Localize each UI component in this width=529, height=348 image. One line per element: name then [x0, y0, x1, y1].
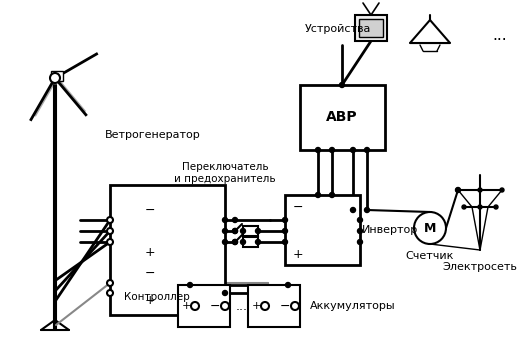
Text: +: + — [251, 301, 261, 311]
Circle shape — [261, 302, 269, 310]
Circle shape — [351, 207, 355, 213]
Circle shape — [107, 228, 113, 234]
Circle shape — [50, 73, 60, 83]
Circle shape — [107, 217, 113, 223]
Circle shape — [107, 239, 113, 245]
Text: −: − — [280, 300, 290, 313]
Text: +: + — [293, 248, 304, 261]
Circle shape — [233, 229, 238, 234]
Text: Контроллер: Контроллер — [124, 292, 190, 302]
Bar — [355, 15, 387, 41]
Text: +: + — [145, 293, 156, 307]
Circle shape — [233, 239, 238, 245]
Circle shape — [256, 229, 260, 234]
Text: ...: ... — [236, 300, 248, 313]
Bar — [248, 285, 300, 327]
Circle shape — [221, 302, 229, 310]
Circle shape — [330, 192, 334, 198]
Circle shape — [223, 229, 227, 234]
Bar — [359, 19, 383, 37]
Bar — [243, 226, 258, 236]
Circle shape — [282, 218, 287, 222]
Circle shape — [187, 283, 193, 287]
Circle shape — [107, 280, 113, 286]
Circle shape — [494, 205, 498, 209]
Text: Переключатель
и предохранитель: Переключатель и предохранитель — [174, 162, 276, 184]
Circle shape — [223, 218, 227, 222]
Circle shape — [241, 229, 245, 234]
Circle shape — [282, 239, 287, 245]
Circle shape — [223, 239, 227, 245]
Circle shape — [256, 239, 260, 245]
Circle shape — [478, 205, 482, 209]
Bar — [300, 85, 385, 150]
Text: −: − — [210, 300, 220, 313]
Text: Аккумуляторы: Аккумуляторы — [310, 301, 396, 311]
Circle shape — [500, 188, 504, 192]
Text: Электросеть: Электросеть — [443, 262, 517, 272]
Circle shape — [241, 239, 245, 245]
Circle shape — [233, 229, 238, 234]
Circle shape — [364, 207, 369, 213]
Text: −: − — [145, 204, 155, 216]
Circle shape — [358, 218, 362, 222]
Circle shape — [233, 239, 238, 245]
Circle shape — [286, 283, 290, 287]
Text: М: М — [424, 221, 436, 235]
Text: −: − — [145, 267, 155, 279]
Circle shape — [315, 148, 321, 152]
Circle shape — [351, 148, 355, 152]
Circle shape — [223, 291, 227, 295]
Circle shape — [456, 188, 460, 192]
Text: АВР: АВР — [326, 110, 358, 124]
Circle shape — [107, 290, 113, 296]
Circle shape — [233, 218, 238, 222]
Circle shape — [282, 229, 287, 234]
Circle shape — [291, 302, 299, 310]
Bar — [51, 71, 63, 81]
Text: Ветрогенератор: Ветрогенератор — [105, 130, 200, 140]
Text: ...: ... — [492, 27, 507, 42]
Bar — [110, 185, 225, 315]
Bar — [243, 237, 258, 247]
Text: −: − — [293, 200, 304, 214]
Circle shape — [358, 229, 362, 234]
Circle shape — [340, 82, 344, 87]
Circle shape — [364, 148, 369, 152]
Text: +: + — [181, 301, 190, 311]
Bar — [285, 195, 360, 265]
Circle shape — [478, 188, 482, 192]
Circle shape — [358, 239, 362, 245]
Circle shape — [462, 205, 466, 209]
Circle shape — [414, 212, 446, 244]
Circle shape — [315, 192, 321, 198]
Text: Инвертор: Инвертор — [362, 225, 418, 235]
Circle shape — [191, 302, 199, 310]
Text: Устройства: Устройства — [305, 24, 371, 34]
Circle shape — [455, 188, 461, 192]
Bar — [178, 285, 230, 327]
Circle shape — [330, 148, 334, 152]
Polygon shape — [410, 20, 450, 43]
Text: +: + — [145, 246, 156, 260]
Text: Счетчик: Счетчик — [406, 251, 454, 261]
